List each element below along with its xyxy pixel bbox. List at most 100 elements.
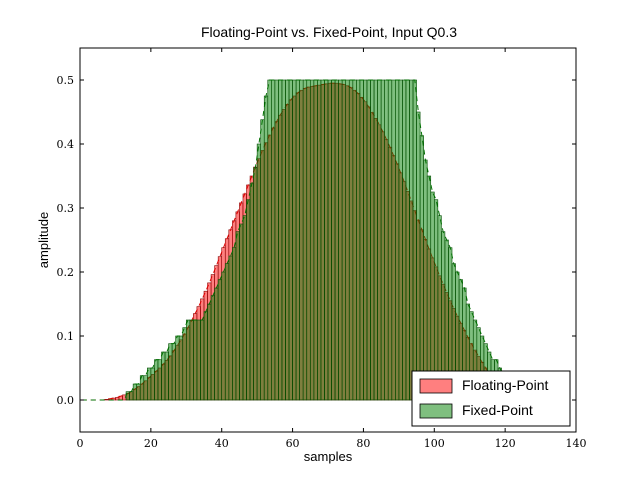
x-tick-label: 60 <box>286 437 300 450</box>
legend-label-fixed-point: Fixed-Point <box>462 402 533 418</box>
bar <box>402 79 407 401</box>
bar <box>359 79 364 401</box>
bar <box>256 143 261 401</box>
bar <box>260 119 265 401</box>
bar <box>317 79 322 401</box>
bar <box>373 79 378 401</box>
x-tick-label: 80 <box>356 437 370 450</box>
bar <box>416 111 421 401</box>
legend-label-floating-point: Floating-Point <box>462 377 548 393</box>
bar <box>370 79 375 401</box>
bar <box>189 319 194 401</box>
bar <box>246 199 251 401</box>
bar <box>391 79 396 401</box>
bar <box>430 191 435 401</box>
bar <box>221 271 226 401</box>
bar <box>345 79 350 401</box>
plot-area <box>81 79 539 401</box>
bar <box>150 367 155 401</box>
bar <box>341 79 347 401</box>
bar <box>178 335 184 401</box>
y-tick-label: 0.5 <box>57 74 75 87</box>
plot-frame <box>79 47 577 433</box>
series-line <box>81 79 539 401</box>
bar <box>267 79 272 401</box>
y-axis-label: amplitude <box>36 212 51 268</box>
y-tick-label: 0.2 <box>57 266 75 279</box>
bar <box>334 79 339 401</box>
y-tick-label: 0.4 <box>57 138 75 151</box>
bar <box>271 79 276 401</box>
legend-swatch-fixed-point <box>419 403 453 419</box>
bar <box>302 79 308 401</box>
bar <box>356 79 361 401</box>
bar <box>263 95 269 401</box>
y-axis: 0.0 0.1 0.2 0.3 0.4 0.5 <box>57 74 576 407</box>
bar <box>423 159 428 401</box>
bar <box>224 263 230 401</box>
x-tick-label: 140 <box>566 437 587 450</box>
legend: Floating-Point Fixed-Point <box>411 370 571 427</box>
bar <box>210 295 215 401</box>
x-tick-label: 120 <box>495 437 516 450</box>
x-tick-label: 0 <box>77 437 84 450</box>
bar <box>171 343 176 401</box>
bar <box>348 79 354 401</box>
bar <box>384 79 389 401</box>
x-tick-label: 100 <box>424 437 445 450</box>
bar <box>196 319 201 401</box>
bar <box>168 343 173 401</box>
bar <box>136 383 141 401</box>
bar <box>232 247 237 401</box>
y-tick-label: 0.0 <box>57 394 75 407</box>
x-tick-label: 20 <box>144 437 158 450</box>
bar <box>419 135 424 401</box>
bar <box>175 335 180 401</box>
bar <box>132 383 137 401</box>
bar <box>161 351 166 401</box>
bar <box>288 79 293 401</box>
bar <box>409 79 414 401</box>
legend-swatch-floating-point <box>419 378 453 394</box>
bar <box>203 311 208 401</box>
bar <box>193 319 198 401</box>
bar <box>157 359 162 401</box>
bar <box>327 79 332 401</box>
bar <box>352 79 357 401</box>
bar <box>200 319 205 401</box>
bar <box>387 79 393 401</box>
bar <box>281 79 286 401</box>
chart-title: Floating-Point vs. Fixed-Point, Input Q0… <box>201 24 457 40</box>
bar <box>274 79 279 401</box>
bar <box>299 79 304 401</box>
bar <box>292 79 297 401</box>
series-fixed-point <box>81 79 539 401</box>
bar <box>309 79 315 401</box>
bar <box>147 367 152 401</box>
bar <box>239 223 244 401</box>
y-tick-label: 0.1 <box>57 330 75 343</box>
bar <box>338 79 343 401</box>
bar <box>185 319 191 401</box>
bar <box>433 199 439 401</box>
bar <box>182 327 187 401</box>
bar <box>398 79 403 401</box>
bar <box>242 215 247 401</box>
x-axis-label: samples <box>304 449 353 464</box>
bar <box>214 287 219 401</box>
bar <box>104 399 109 401</box>
bar <box>285 79 290 401</box>
x-axis: 0 20 40 60 80 100 120 140 <box>77 48 587 450</box>
bar <box>405 79 410 401</box>
bar <box>313 79 318 401</box>
bar <box>129 391 134 401</box>
bar <box>426 175 432 401</box>
bar <box>295 79 300 401</box>
bar <box>380 79 385 401</box>
bar <box>249 183 254 401</box>
bar <box>366 79 371 401</box>
x-tick-label: 40 <box>215 437 229 450</box>
bar <box>331 79 336 401</box>
bar <box>324 79 329 401</box>
